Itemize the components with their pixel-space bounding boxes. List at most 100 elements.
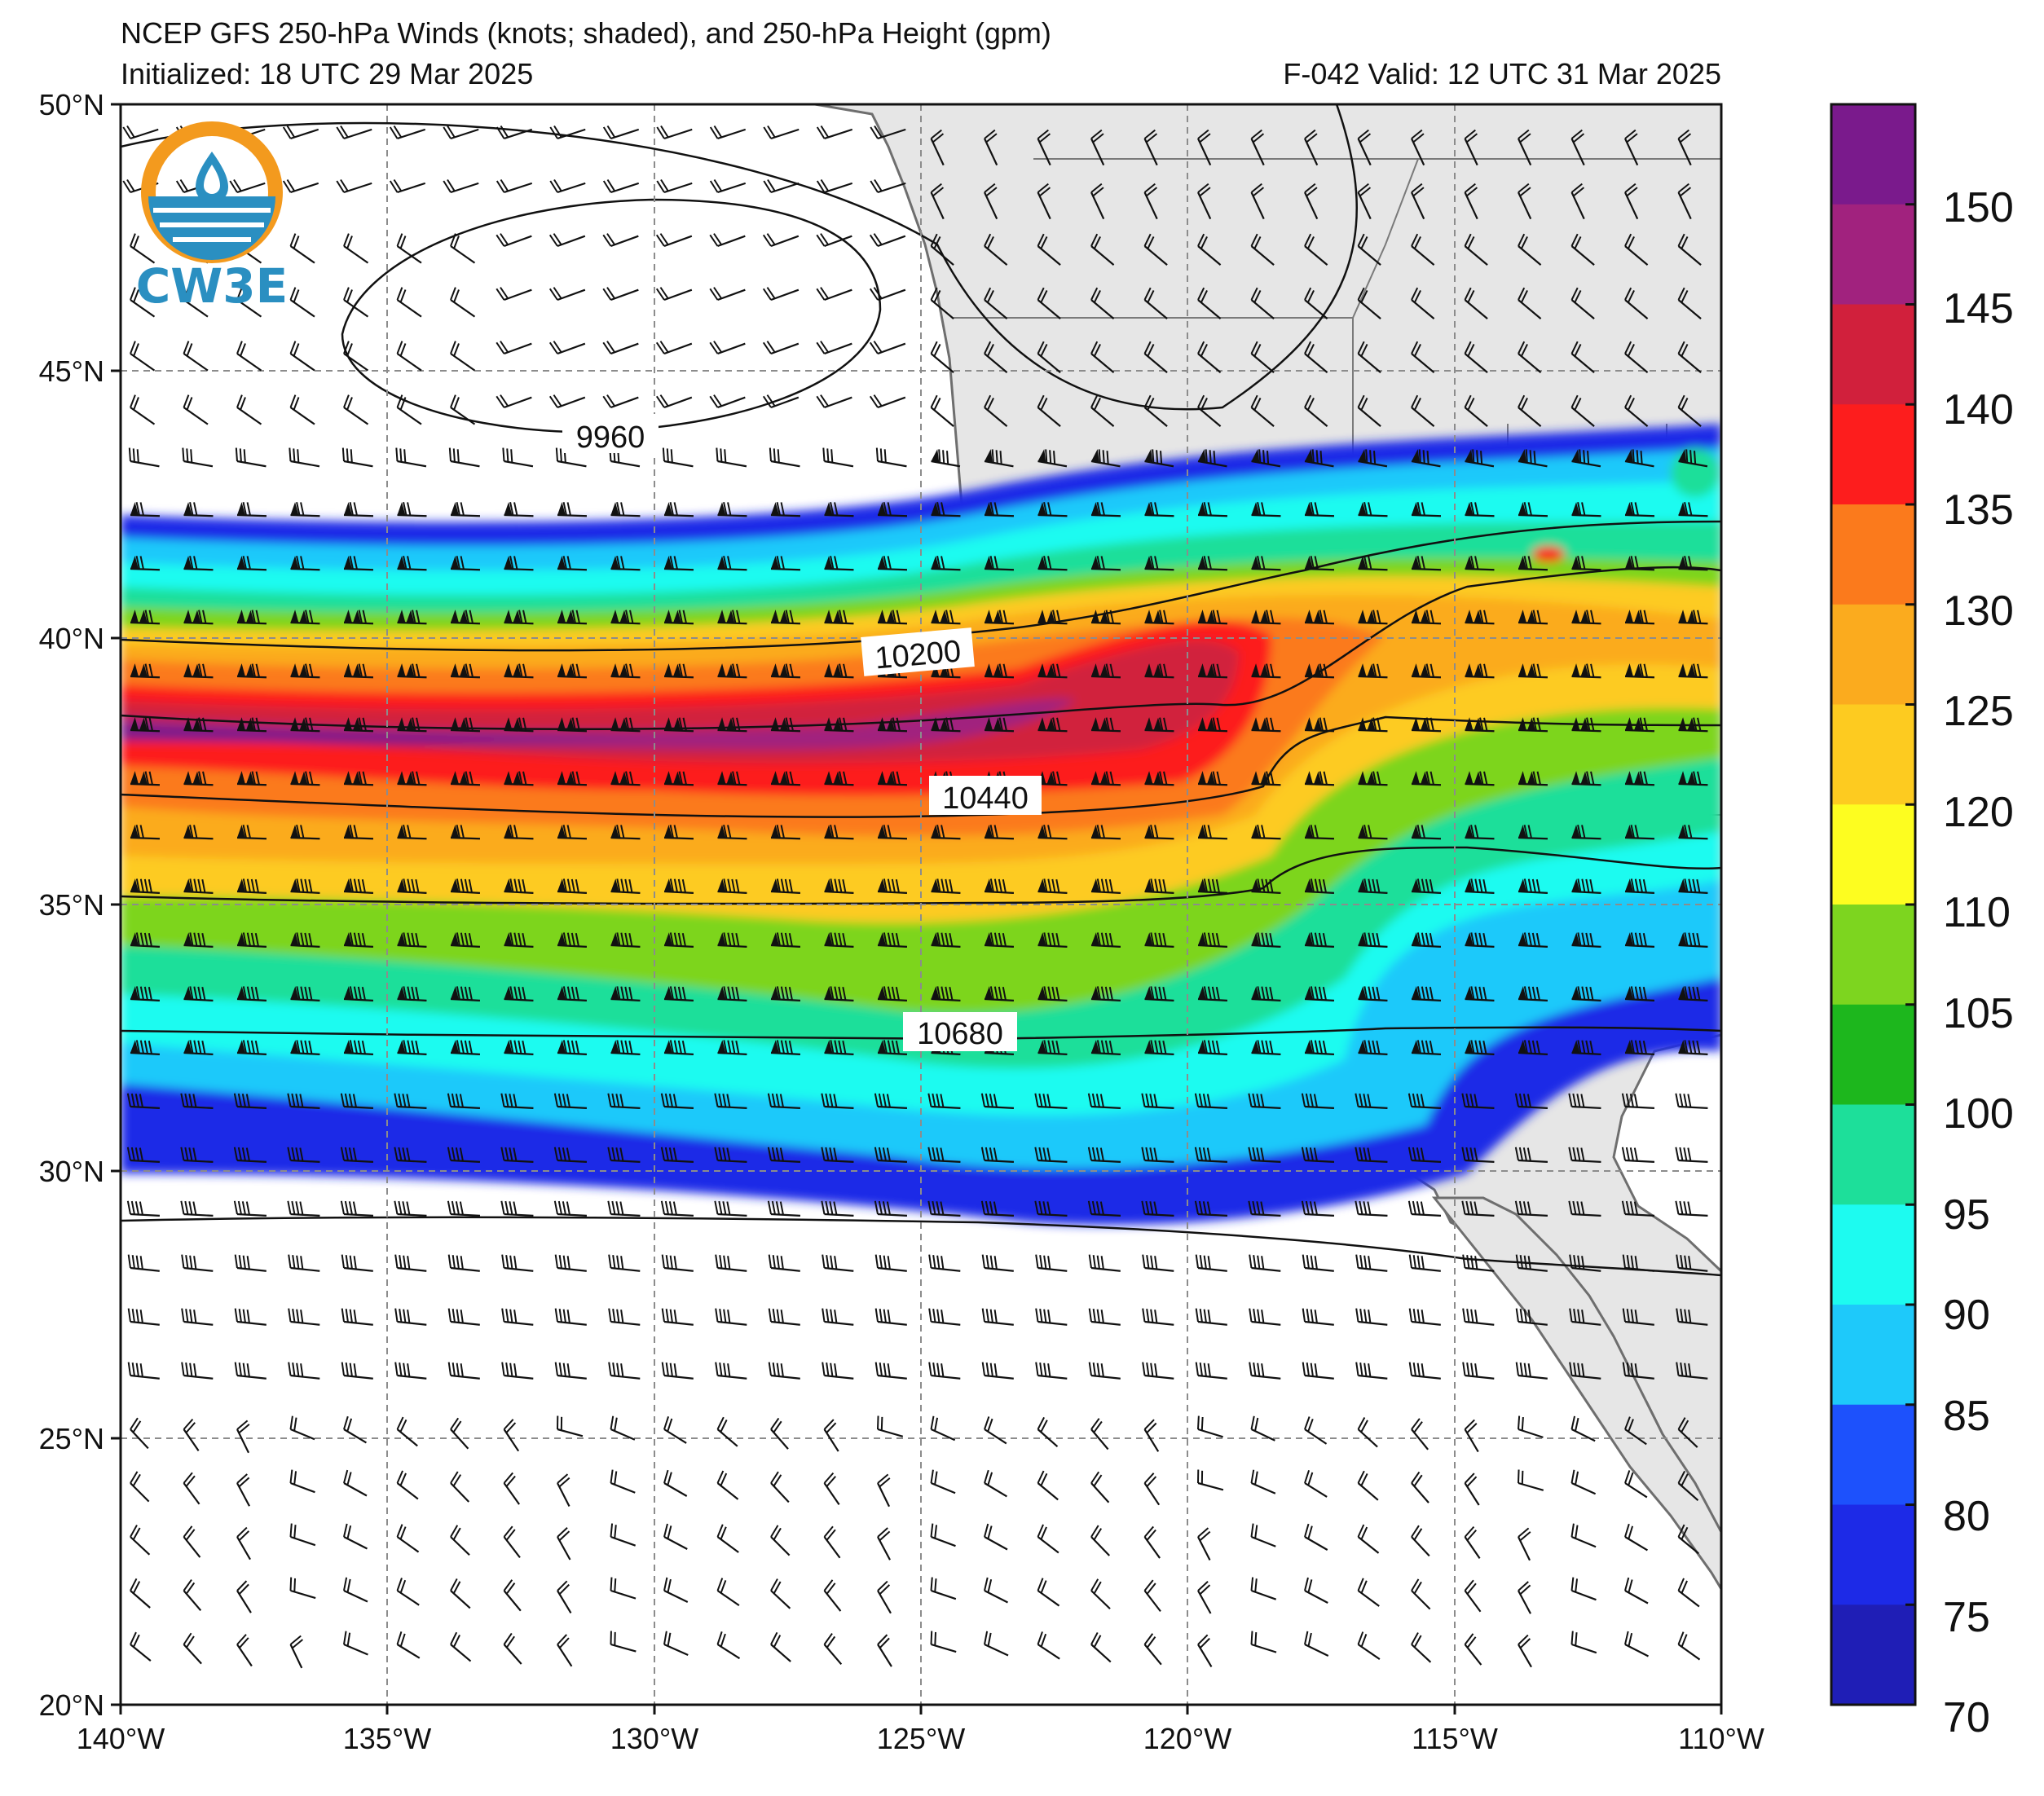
wind-barb — [1197, 183, 1212, 220]
wind-barb — [984, 341, 1008, 373]
wind-barb — [450, 1471, 470, 1503]
wind-barb — [450, 932, 481, 948]
wind-barb — [1037, 129, 1051, 166]
wind-barb — [1088, 1254, 1121, 1272]
wind-barb — [343, 502, 374, 517]
wind-barb — [130, 1417, 149, 1450]
wind-barb — [984, 129, 998, 166]
wind-barb — [602, 233, 639, 248]
colorbar-swatch — [1831, 1204, 1915, 1305]
wind-barb — [450, 556, 481, 571]
wind-barb — [496, 178, 533, 194]
wind-barb — [1518, 717, 1548, 733]
wind-barb — [1087, 1093, 1121, 1109]
wind-barb — [1518, 771, 1548, 786]
wind-barb — [343, 1523, 368, 1550]
wind-barb — [549, 125, 586, 140]
wind-barb — [397, 878, 427, 894]
wind-barb — [1465, 825, 1495, 840]
wind-barbs — [122, 125, 1708, 1669]
wind-barb — [1301, 1200, 1335, 1217]
logo-text: CW3E — [136, 258, 289, 314]
wind-barb — [234, 1254, 267, 1272]
wind-barb — [289, 1635, 304, 1669]
wind-barb — [1678, 986, 1708, 1001]
wind-barb — [1090, 717, 1121, 733]
colorbar-label: 105 — [1943, 990, 2014, 1037]
wind-barb — [504, 825, 534, 840]
wind-barb — [1571, 986, 1601, 1001]
wind-barb — [877, 932, 908, 948]
wind-barb — [1250, 1577, 1277, 1600]
wind-barb — [1194, 1200, 1228, 1217]
wind-barb — [1143, 287, 1168, 319]
lat-label: 30°N — [39, 1155, 104, 1188]
wind-barb — [1464, 1525, 1481, 1559]
wind-barb — [1570, 129, 1585, 166]
wind-barb — [1465, 663, 1495, 679]
wind-barb — [341, 447, 373, 468]
wind-barb — [931, 878, 961, 894]
wind-barb — [1144, 717, 1174, 733]
wind-barb — [984, 502, 1015, 517]
wind-barb — [656, 125, 693, 140]
wind-barb — [1304, 878, 1335, 894]
wind-barb — [1250, 183, 1265, 220]
wind-barb — [663, 1469, 688, 1497]
contour-10320 — [121, 566, 1721, 731]
wind-barb — [1515, 1254, 1548, 1272]
wind-barb — [1411, 502, 1442, 517]
wind-barb — [1464, 129, 1478, 166]
wind-barb — [1355, 1254, 1388, 1272]
wind-barb — [396, 1470, 419, 1500]
wind-barb — [1197, 287, 1222, 319]
wind-barb — [553, 1147, 588, 1163]
colorbar-swatch — [1831, 1404, 1915, 1505]
wind-barb — [984, 394, 1008, 427]
wind-barb — [1248, 1147, 1281, 1163]
wind-barb — [1624, 1416, 1647, 1446]
wind-barb — [1037, 1470, 1059, 1501]
wind-barb — [1144, 825, 1174, 840]
wind-barb — [1357, 287, 1381, 319]
wind-barb — [397, 1040, 427, 1055]
wind-barb — [823, 1525, 841, 1559]
wind-barb — [1518, 1581, 1531, 1614]
wind-barb — [1141, 1093, 1174, 1109]
wind-barb — [1518, 1527, 1531, 1561]
init-time: Initialized: 18 UTC 29 Mar 2025 — [121, 57, 534, 90]
wind-barb — [1624, 233, 1649, 266]
wind-barb — [656, 178, 693, 194]
wind-barb — [343, 986, 374, 1001]
wind-barb — [1568, 1093, 1601, 1109]
colorbar-label: 130 — [1943, 588, 2014, 635]
wind-barb — [663, 1040, 694, 1055]
wind-barb — [1624, 771, 1655, 786]
wind-barb — [1357, 129, 1372, 166]
contour-label-10680-text: 10680 — [917, 1017, 1003, 1051]
wind-barb — [236, 663, 267, 679]
wind-barb — [1518, 932, 1548, 948]
wind-barb — [610, 663, 641, 679]
wind-barb — [236, 610, 267, 625]
wind-barb — [1144, 771, 1174, 786]
wind-barb — [717, 932, 747, 948]
wind-barb — [1090, 1525, 1111, 1556]
wind-barb — [1411, 1578, 1431, 1610]
wind-barb — [931, 825, 961, 840]
wind-barb — [770, 1578, 791, 1609]
wind-barb — [1304, 1040, 1335, 1055]
wind-barb — [1141, 1147, 1174, 1163]
wind-barb — [610, 1415, 636, 1441]
wind-barb — [1357, 233, 1381, 266]
wind-barb — [709, 178, 747, 194]
wind-barb — [394, 1147, 427, 1163]
wind-barb — [1675, 1093, 1708, 1109]
wind-barb — [553, 1200, 588, 1217]
contour-10680 — [121, 1026, 1721, 1041]
wind-barb — [717, 986, 747, 1001]
wind-barb — [397, 502, 427, 517]
wind-barb — [877, 825, 908, 840]
wind-barb — [1090, 341, 1115, 373]
